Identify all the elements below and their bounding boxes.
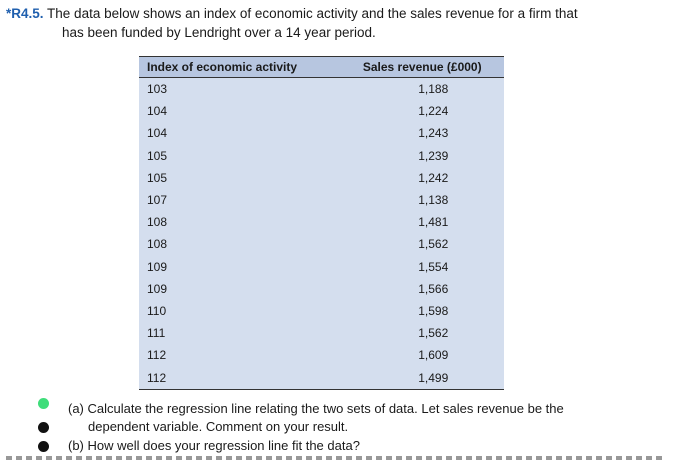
- cell-index: 103: [147, 82, 168, 97]
- exercise-text: *R4.5. The data below shows an index of …: [6, 4, 646, 42]
- cell-sales: 1,562: [418, 237, 449, 252]
- header-sales: Sales revenue (£000): [340, 56, 504, 78]
- question-a-line-1: (a) Calculate the regression line relati…: [68, 401, 564, 416]
- table-row: 104 1,243: [139, 122, 504, 144]
- cell-index: 105: [147, 148, 168, 163]
- cell-index: 112: [139, 366, 341, 390]
- cell-sales: 1,562: [418, 326, 449, 341]
- cell-sales: 1,224: [418, 104, 449, 119]
- exercise-line-1: *R4.5. The data below shows an index of …: [6, 4, 646, 23]
- cell-index: 109: [147, 281, 168, 296]
- table-row: 112 1,609: [139, 344, 504, 366]
- table-row: 108 1,481: [139, 211, 504, 233]
- table-body: 103 1,188 104 1,224 104 1,243 105 1,239 105 1,242…: [139, 78, 504, 390]
- table-row: 109 1,554: [139, 256, 504, 278]
- cut-off-next-line: [6, 456, 666, 460]
- cell-sales: 1,138: [418, 193, 449, 208]
- cell-sales: 1,243: [418, 126, 449, 141]
- cell-index: 104: [147, 104, 168, 119]
- cell-sales: 1,598: [418, 303, 449, 318]
- table-row: 103 1,188: [139, 78, 504, 101]
- data-table-container: Index of economic activity Sales revenue…: [139, 56, 504, 390]
- table-row: 107 1,138: [139, 189, 504, 211]
- cell-index: 105: [147, 170, 168, 185]
- data-table: Index of economic activity Sales revenue…: [139, 56, 504, 390]
- cell-index: 104: [147, 126, 168, 141]
- cell-sales: 1,566: [418, 281, 449, 296]
- cell-sales: 1,554: [418, 259, 449, 274]
- cell-sales: 1,239: [418, 148, 449, 163]
- table-row: 108 1,562: [139, 233, 504, 255]
- cell-index: 107: [147, 193, 168, 208]
- table-row: 104 1,224: [139, 100, 504, 122]
- table-row: 111 1,562: [139, 322, 504, 344]
- green-dot-icon: [38, 398, 49, 409]
- exercise-intro-1: The data below shows an index of economi…: [47, 6, 578, 21]
- table-header-row: Index of economic activity Sales revenue…: [139, 56, 504, 78]
- cell-sales: 1,188: [418, 82, 449, 97]
- cell-sales: 1,242: [418, 170, 449, 185]
- cell-sales: 1,609: [418, 348, 449, 363]
- exercise-line-2: has been funded by Lendright over a 14 y…: [62, 25, 376, 40]
- cell-index: 112: [147, 348, 167, 363]
- header-index: Index of economic activity: [139, 56, 341, 78]
- black-dot-icon: [38, 422, 49, 433]
- question-a-line-2: dependent variable. Comment on your resu…: [88, 419, 349, 434]
- cell-index: 108: [147, 215, 168, 230]
- table-row: 105 1,242: [139, 167, 504, 189]
- cell-index: 111: [147, 326, 166, 341]
- table-row: 109 1,566: [139, 278, 504, 300]
- cell-sales: 1,499: [340, 366, 504, 390]
- cell-index: 109: [147, 259, 168, 274]
- cell-index: 108: [147, 237, 168, 252]
- exercise-code: *R4.5.: [6, 6, 44, 21]
- question-b: (b) How well does your regression line f…: [68, 438, 360, 453]
- question-a: (a) Calculate the regression line relati…: [68, 400, 668, 436]
- black-dot-icon: [38, 441, 49, 452]
- table-row: 110 1,598: [139, 300, 504, 322]
- cell-index: 110: [147, 303, 167, 318]
- table-row: 105 1,239: [139, 145, 504, 167]
- table-row: 112 1,499: [139, 366, 504, 390]
- cell-sales: 1,481: [418, 215, 449, 230]
